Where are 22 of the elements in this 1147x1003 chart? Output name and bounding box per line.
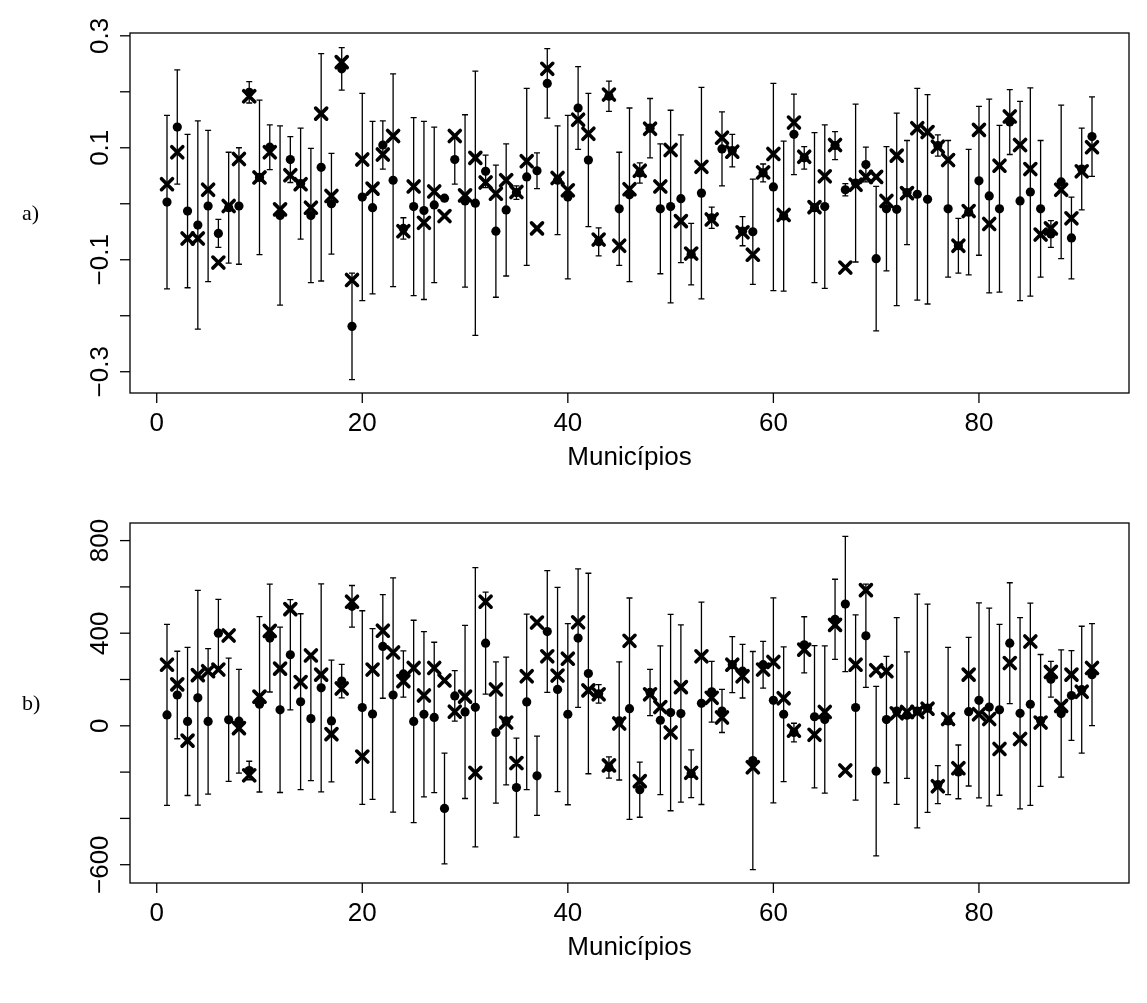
y-tick-label: 400 [84,611,114,655]
y-tick-label: 0.1 [84,129,114,166]
y-tick-label: 0 [84,718,114,734]
x-tick-label: 80 [964,407,994,437]
x-tick-label: 0 [149,407,164,437]
x-axis-title: Municípios [567,931,692,961]
y-tick-label: −600 [84,835,114,894]
x-tick-label: 20 [347,407,377,437]
x-tick-label: 60 [758,897,788,927]
text: b) [22,690,41,715]
x-tick-label: 0 [149,897,164,927]
x-tick-label: 80 [964,897,994,927]
y-tick-label: −0.3 [84,346,114,398]
x-tick-label: 40 [553,897,583,927]
x-tick-label: 60 [758,407,788,437]
x-tick-label: 40 [553,407,583,437]
text: a) [22,200,40,225]
x-axis-title: Municípios [567,441,692,471]
y-tick-label: 0.3 [84,17,114,54]
x-tick-label: 20 [347,897,377,927]
y-tick-label: −0.1 [84,234,114,286]
y-tick-label: 800 [84,518,114,563]
